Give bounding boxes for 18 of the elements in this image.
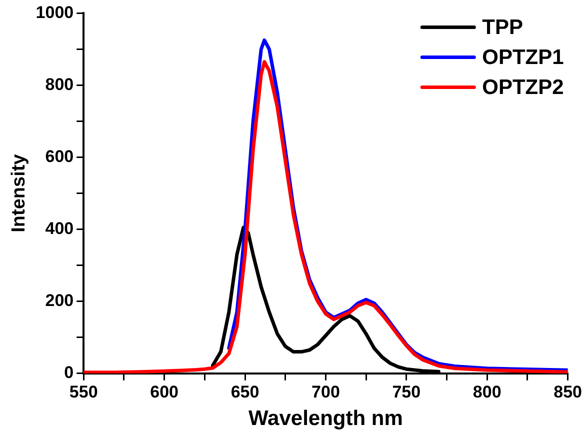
y-tick-label: 800 — [45, 74, 74, 94]
x-tick-label: 550 — [69, 382, 98, 402]
y-tick-label: 200 — [45, 291, 74, 310]
legend-label: OPTZP1 — [482, 46, 564, 69]
x-tick-label: 700 — [312, 382, 340, 402]
y-tick-label: 0 — [64, 363, 74, 382]
y-tick-label: 400 — [45, 219, 74, 238]
x-axis-title: Wavelength nm — [248, 407, 403, 430]
x-tick-label: 750 — [392, 382, 421, 402]
x-tick-label: 650 — [230, 382, 260, 402]
legend-label: OPTZP2 — [482, 76, 564, 99]
y-tick-label: 600 — [45, 146, 74, 166]
y-tick-label: 1000 — [36, 2, 74, 22]
x-tick-label: 850 — [554, 382, 582, 402]
x-tick-label: 600 — [150, 382, 179, 402]
y-axis-title: Intensity — [8, 154, 30, 232]
x-tick-label: 800 — [472, 382, 502, 402]
legend-label: TPP — [482, 16, 523, 39]
